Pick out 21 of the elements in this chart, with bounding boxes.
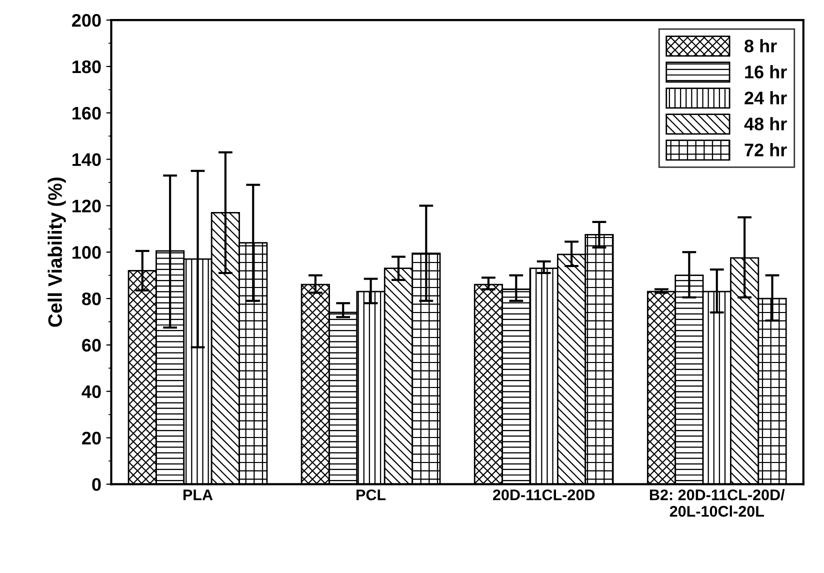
y-tick-label: 100 (72, 246, 101, 259)
legend-label: 48 hr (744, 117, 787, 130)
y-tick-label: 80 (82, 292, 101, 306)
y-tick-label: 120 (72, 200, 101, 212)
y-tick-label: 40 (82, 385, 101, 398)
y-tick-label: 20 (82, 432, 101, 444)
x-tick-label: PLA (184, 490, 213, 500)
x-tick-label: 20D-11CL-20D (493, 489, 595, 500)
y-tick-label: 140 (72, 153, 101, 166)
legend-label: 72 hr (744, 143, 787, 156)
y-tick-label: 200 (72, 14, 101, 27)
legend-label: 16 hr (745, 65, 787, 78)
legend-label: 24 hr (744, 91, 787, 104)
y-tick-label: 60 (82, 338, 101, 352)
x-tick-label: B2: 20D-11CL-20D/ 20L-10Cl-20L (650, 489, 785, 517)
x-tick-label: PCL (356, 489, 386, 500)
y-tick-label: 160 (72, 106, 101, 120)
y-tick-label: 180 (72, 60, 101, 74)
y-tick-label: 0 (92, 478, 101, 491)
legend-label: 8 hr (744, 39, 777, 52)
y-axis-title: Cell Viability (%) (48, 178, 66, 327)
